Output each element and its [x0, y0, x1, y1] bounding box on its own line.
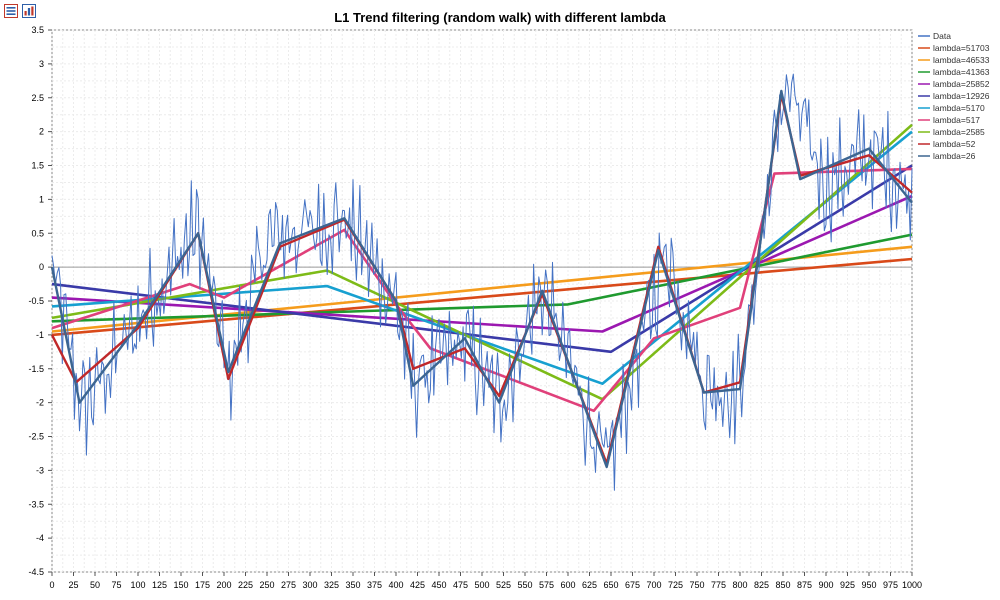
- x-tick-label: 150: [173, 580, 188, 590]
- series-line-data: [51, 73, 913, 491]
- legend-label-lambda-25852: lambda=25852: [933, 79, 990, 89]
- legend-label-lambda-5170: lambda=5170: [933, 103, 985, 113]
- chart-toolbar: [4, 4, 36, 20]
- chart-view-icon[interactable]: [22, 4, 36, 18]
- legend-label-lambda-46533: lambda=46533: [933, 55, 990, 65]
- y-tick-label: -4.5: [28, 567, 44, 577]
- series-line-lambda-26: [50, 89, 913, 469]
- x-tick-label: 750: [689, 580, 704, 590]
- x-tick-label: 75: [111, 580, 121, 590]
- y-tick-label: -3: [36, 465, 44, 475]
- legend-label-data: Data: [933, 31, 951, 41]
- y-tick-label: 2.5: [31, 93, 44, 103]
- y-tick-label: 0.5: [31, 228, 44, 238]
- x-tick-label: 250: [259, 580, 274, 590]
- y-tick-label: -0.5: [28, 296, 44, 306]
- x-tick-label: 200: [216, 580, 231, 590]
- x-tick-label: 700: [646, 580, 661, 590]
- y-tick-label: -3.5: [28, 499, 44, 509]
- x-tick-label: 825: [754, 580, 769, 590]
- x-tick-label: 25: [68, 580, 78, 590]
- x-tick-label: 1000: [902, 580, 922, 590]
- y-tick-label: -1.5: [28, 364, 44, 374]
- x-tick-label: 850: [775, 580, 790, 590]
- x-tick-label: 125: [152, 580, 167, 590]
- y-tick-label: 3: [39, 59, 44, 69]
- x-tick-label: 950: [861, 580, 876, 590]
- x-tick-label: 475: [453, 580, 468, 590]
- legend-label-lambda-52: lambda=52: [933, 139, 976, 149]
- y-tick-label: -2: [36, 398, 44, 408]
- series-line-lambda-41363: [51, 233, 913, 323]
- x-tick-label: 575: [539, 580, 554, 590]
- y-tick-label: -1: [36, 330, 44, 340]
- y-tick-label: 2: [39, 127, 44, 137]
- x-tick-label: 650: [603, 580, 618, 590]
- x-tick-label: 50: [90, 580, 100, 590]
- y-tick-label: 1: [39, 194, 44, 204]
- legend-label-lambda-517: lambda=517: [933, 115, 980, 125]
- x-tick-label: 400: [388, 580, 403, 590]
- x-tick-label: 175: [195, 580, 210, 590]
- y-axis: 3.5 3 2.5 2 1.5 1 0.5 0 -0.5 -1 -1.5 -2 -2.5 -3 -3.5 -4…: [28, 25, 52, 577]
- x-tick-label: 300: [302, 580, 317, 590]
- legend-label-lambda-12926: lambda=12926: [933, 91, 990, 101]
- x-tick-label: 350: [345, 580, 360, 590]
- legend-label-lambda-51703: lambda=51703: [933, 43, 990, 53]
- x-tick-label: 275: [281, 580, 296, 590]
- series-line-lambda-25852: [51, 194, 913, 333]
- x-tick-label: 675: [625, 580, 640, 590]
- x-tick-label: 0: [49, 580, 54, 590]
- x-tick-label: 375: [367, 580, 382, 590]
- x-tick-label: 425: [410, 580, 425, 590]
- legend-label-lambda-41363: lambda=41363: [933, 67, 990, 77]
- x-tick-label: 325: [324, 580, 339, 590]
- x-tick-label: 925: [840, 580, 855, 590]
- series-line-lambda-517: [51, 167, 913, 413]
- x-tick-label: 225: [238, 580, 253, 590]
- y-tick-label: 3.5: [31, 25, 44, 35]
- chart-title: L1 Trend filtering (random walk) with di…: [334, 10, 666, 25]
- x-tick-label: 775: [711, 580, 726, 590]
- x-tick-label: 725: [668, 580, 683, 590]
- x-tick-label: 600: [560, 580, 575, 590]
- x-tick-label: 525: [496, 580, 511, 590]
- y-tick-label: -4: [36, 533, 44, 543]
- series-layer: [50, 73, 913, 491]
- list-view-icon[interactable]: [4, 4, 18, 18]
- x-tick-label: 450: [431, 580, 446, 590]
- y-tick-label: -2.5: [28, 432, 44, 442]
- legend: Data lambda=51703 lambda=46533 lambda=41363…: [918, 31, 990, 161]
- x-tick-label: 100: [130, 580, 145, 590]
- x-tick-label: 625: [582, 580, 597, 590]
- x-tick-label: 900: [818, 580, 833, 590]
- y-tick-label: 0: [39, 262, 44, 272]
- legend-label-lambda-26: lambda=26: [933, 151, 976, 161]
- x-tick-label: 550: [517, 580, 532, 590]
- x-tick-label: 500: [474, 580, 489, 590]
- series-line-lambda-51703: [51, 257, 913, 337]
- x-axis: 0 25 50 75 100 125 150 175 200 225 250 275 300 325 350…: [49, 572, 922, 590]
- legend-label-lambda-2585: lambda=2585: [933, 127, 985, 137]
- x-tick-label: 875: [797, 580, 812, 590]
- series-line-lambda-12926: [51, 164, 913, 354]
- x-tick-label: 975: [883, 580, 898, 590]
- y-tick-label: 1.5: [31, 161, 44, 171]
- x-tick-label: 800: [732, 580, 747, 590]
